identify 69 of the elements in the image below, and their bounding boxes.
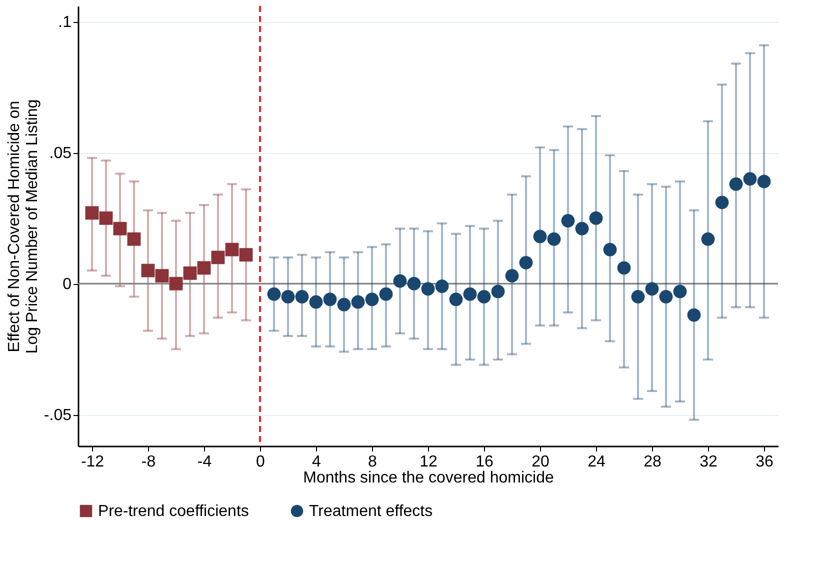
point	[183, 266, 197, 280]
x-tick-label: 0	[256, 454, 266, 470]
point	[225, 242, 239, 256]
x-tick-label: 36	[756, 454, 774, 470]
x-tick-label: 12	[420, 454, 438, 470]
point	[701, 232, 715, 246]
point	[645, 282, 659, 296]
point	[211, 250, 225, 264]
point	[309, 295, 323, 309]
x-tick-label: -4	[197, 454, 212, 470]
point	[197, 261, 211, 275]
point	[379, 287, 393, 301]
point	[729, 177, 743, 191]
x-axis-title: Months since the covered homicide	[303, 470, 554, 486]
x-tick-label: -12	[80, 454, 104, 470]
point	[561, 214, 575, 228]
point	[449, 292, 463, 306]
y-tick-label: .1	[58, 14, 72, 32]
point	[365, 292, 379, 306]
x-tick-label: 8	[368, 454, 378, 470]
legend-label: Treatment effects	[309, 503, 433, 520]
point	[169, 276, 183, 290]
point	[673, 284, 687, 298]
point	[463, 287, 477, 301]
point	[113, 222, 127, 236]
point	[589, 211, 603, 225]
point	[99, 211, 113, 225]
point	[505, 269, 519, 282]
point	[743, 172, 757, 186]
y-tick-label: -.05	[44, 407, 72, 424]
point	[659, 290, 673, 304]
point	[715, 196, 729, 210]
x-tick-label: 24	[588, 454, 606, 470]
point	[155, 269, 169, 282]
point	[421, 282, 435, 296]
point	[239, 248, 253, 262]
point	[407, 276, 421, 290]
point	[757, 174, 771, 188]
point	[85, 206, 99, 220]
y-axis-title: Effect of Non-Covered Homicide on Log Price Number of Median Listing	[6, 99, 41, 354]
point	[127, 232, 141, 246]
point	[267, 287, 281, 301]
legend-label: Pre-trend coefficients	[98, 503, 249, 520]
point	[477, 290, 491, 304]
x-tick-label: 28	[644, 454, 662, 470]
point	[603, 242, 617, 256]
point	[617, 261, 631, 275]
x-tick-label: 4	[312, 454, 322, 470]
x-tick-label: 32	[700, 454, 718, 470]
point	[351, 295, 365, 309]
point	[323, 292, 337, 306]
point	[519, 256, 533, 270]
point	[141, 264, 155, 278]
point	[435, 280, 449, 293]
point	[295, 290, 309, 304]
point	[393, 274, 407, 288]
x-tick-label: 16	[476, 454, 494, 470]
point	[491, 284, 505, 298]
x-tick-label: -8	[141, 454, 156, 470]
point	[687, 308, 701, 322]
point	[533, 230, 547, 244]
point	[337, 298, 351, 312]
point	[547, 232, 561, 246]
y-tick-label: 0	[62, 276, 72, 294]
point	[281, 290, 295, 304]
point	[631, 290, 645, 304]
point	[575, 222, 589, 236]
y-tick-label: .05	[49, 145, 72, 162]
x-tick-label: 20	[532, 454, 550, 470]
